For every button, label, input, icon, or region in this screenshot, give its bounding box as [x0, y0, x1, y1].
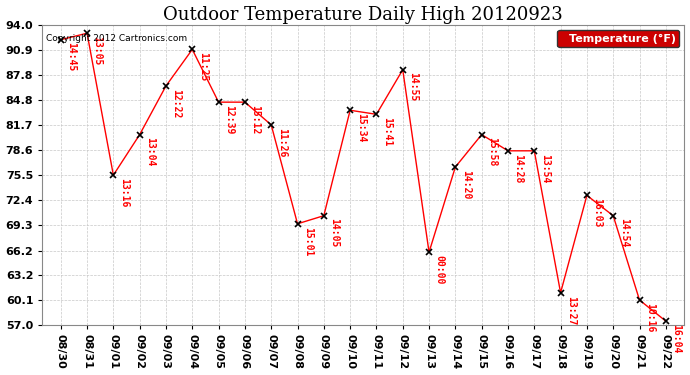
- Text: 11:25: 11:25: [198, 52, 208, 82]
- Legend: Temperature (°F): Temperature (°F): [558, 30, 679, 46]
- Text: 14:45: 14:45: [66, 42, 77, 72]
- Text: 15:34: 15:34: [355, 113, 366, 142]
- Text: 15:41: 15:41: [382, 117, 392, 147]
- Text: 14:54: 14:54: [619, 219, 629, 248]
- Text: 13:05: 13:05: [92, 36, 103, 65]
- Text: 15:01: 15:01: [303, 226, 313, 256]
- Text: 16:03: 16:03: [593, 198, 602, 228]
- Text: 13:54: 13:54: [540, 154, 550, 183]
- Text: 11:26: 11:26: [277, 128, 287, 157]
- Text: 13:16: 13:16: [119, 178, 129, 207]
- Text: 14:55: 14:55: [408, 72, 418, 102]
- Text: 15:58: 15:58: [487, 137, 497, 167]
- Text: 16:04: 16:04: [671, 324, 681, 353]
- Text: 14:05: 14:05: [329, 219, 339, 248]
- Text: 14:28: 14:28: [513, 154, 524, 183]
- Text: 13:27: 13:27: [566, 296, 576, 325]
- Text: 12:39: 12:39: [224, 105, 234, 134]
- Text: Copyright 2012 Cartronics.com: Copyright 2012 Cartronics.com: [46, 34, 187, 43]
- Text: 15:12: 15:12: [250, 105, 260, 134]
- Text: 10:16: 10:16: [645, 303, 655, 332]
- Text: 13:04: 13:04: [145, 137, 155, 167]
- Text: 14:20: 14:20: [461, 170, 471, 199]
- Title: Outdoor Temperature Daily High 20120923: Outdoor Temperature Daily High 20120923: [164, 6, 563, 24]
- Text: 00:00: 00:00: [435, 255, 444, 284]
- Text: 12:22: 12:22: [172, 89, 181, 118]
